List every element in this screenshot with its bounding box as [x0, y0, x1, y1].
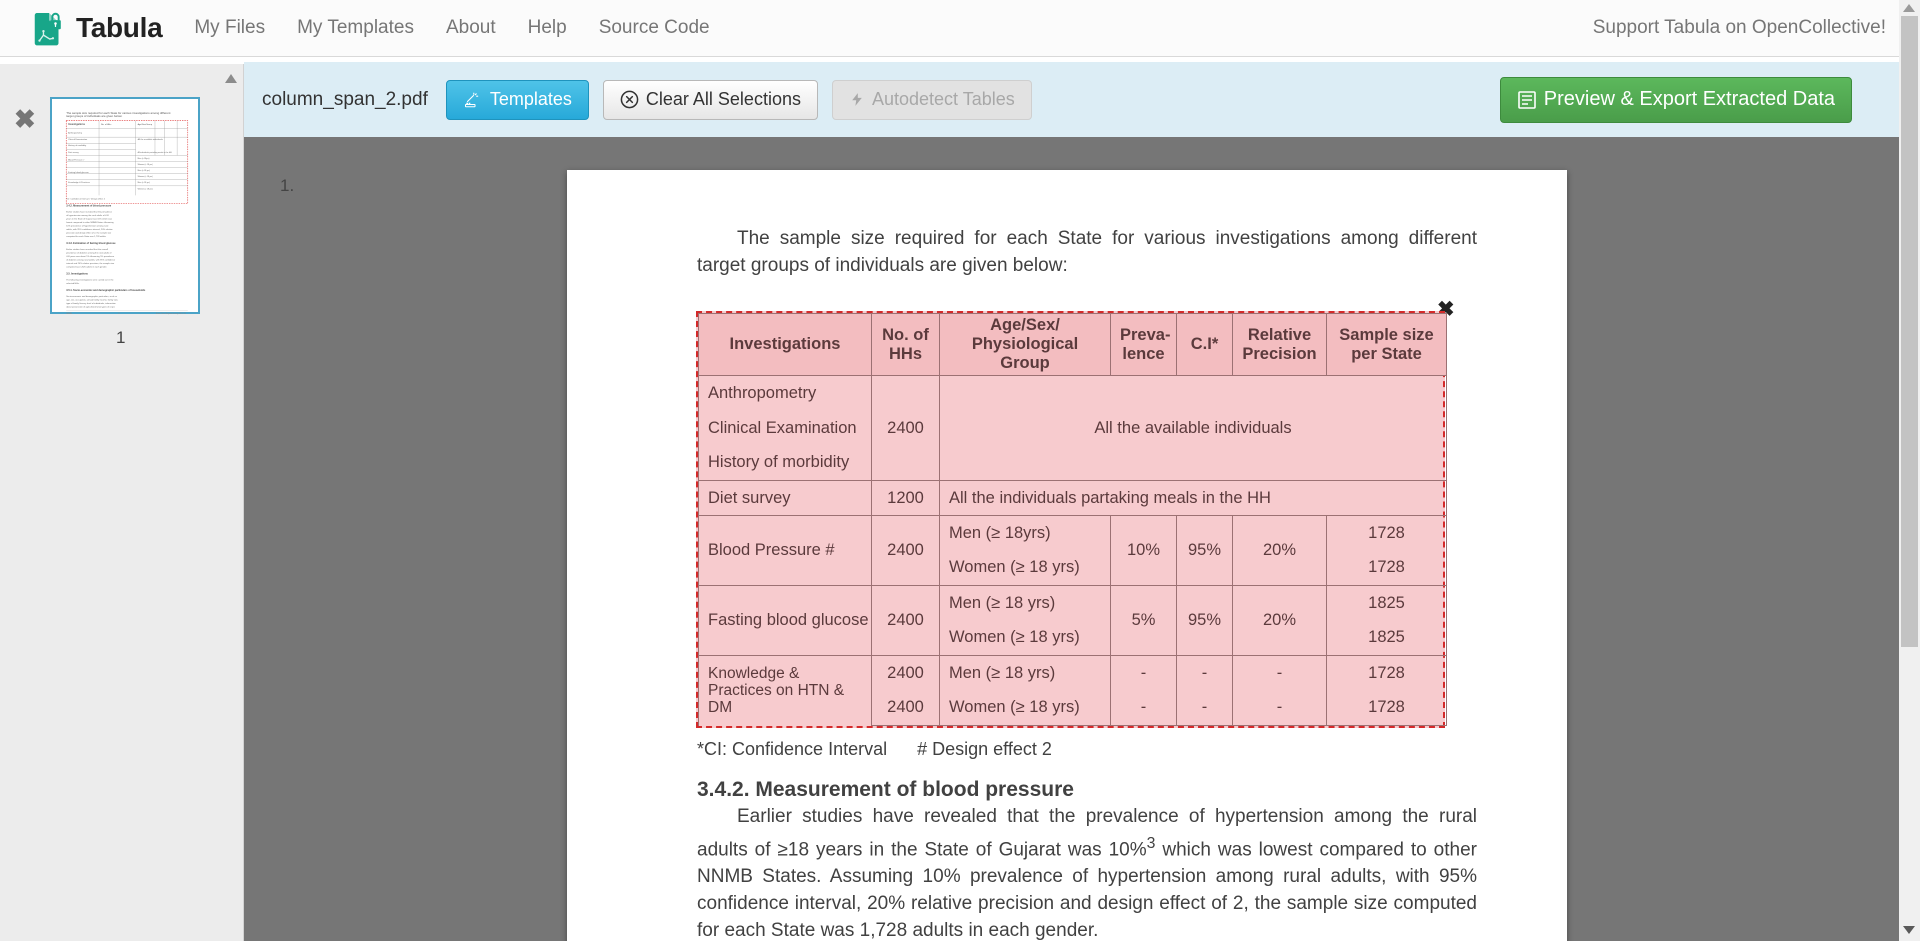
svg-text:Investigations: Investigations: [68, 123, 85, 126]
svg-text:Socio-economic and demographic: Socio-economic and demographic particula…: [66, 295, 117, 298]
svg-text:Men (≥ 18 yrs): Men (≥ 18 yrs): [138, 181, 151, 184]
svg-text:type of family, literacy level: type of family, literacy level of indivi…: [66, 302, 116, 305]
svg-text:All individuals partaking meal: All individuals partaking meals in the H…: [138, 151, 173, 154]
svg-text:of diabetes among rural adults: of diabetes among rural adults, with 95%…: [66, 258, 116, 261]
svg-text:Clinical Examination: Clinical Examination: [68, 138, 88, 141]
svg-text:Earlier studies have revealed: Earlier studies have revealed that the o…: [66, 248, 108, 251]
svg-text:Women (≥ 18 yrs): Women (≥ 18 yrs): [138, 175, 153, 178]
svg-text:The following investigations w: The following investigations were carrie…: [66, 278, 114, 281]
svg-text:≥18 years was about 5%. Assumi: ≥18 years was about 5%. Assuming 5% prev…: [66, 255, 115, 258]
svg-text:9: 9: [118, 313, 119, 315]
svg-text:Women (≥ 18 yrs): Women (≥ 18 yrs): [138, 187, 153, 190]
svg-text:Women (≥ 18 yrs): Women (≥ 18 yrs): [138, 163, 153, 166]
svg-text:10% prevalence of hypertension: 10% prevalence of hypertension among rur…: [66, 225, 109, 228]
svg-text:target groups of individuals a: target groups of individuals are given b…: [66, 114, 122, 118]
svg-text:age, sex, occupation, annual f: age, sex, occupation, annual family inco…: [66, 298, 118, 301]
svg-text:3.5. Investigations: 3.5. Investigations: [66, 272, 88, 275]
svg-text:years in the State of Gujarat: years in the State of Gujarat was 10% wh…: [66, 218, 112, 221]
svg-text:lowest compared to other NNMB: lowest compared to other NNMB States. As…: [66, 221, 114, 224]
svg-text:3.4.2. Measurement of blood pr: 3.4.2. Measurement of blood pressure: [66, 205, 111, 208]
svg-text:All the available individuals: All the available individuals: [138, 138, 163, 141]
svg-text:adults, with 95% confidence in: adults, with 95% confidence interval, 20…: [66, 228, 113, 231]
svg-text:NNMB: NNMB: [66, 313, 72, 315]
svg-text:Diet survey: Diet survey: [68, 151, 79, 154]
svg-text:prevalence of diabetes among t: prevalence of diabetes among the rural a…: [66, 252, 112, 255]
svg-text:Age/Sex/Group: Age/Sex/Group: [138, 123, 153, 126]
svg-text:No. of HHs: No. of HHs: [101, 124, 111, 126]
svg-text:History of morbidity: History of morbidity: [68, 144, 87, 147]
svg-text:Knowledge & Practices: Knowledge & Practices: [68, 181, 90, 184]
svg-text:Fasting blood glucose: Fasting blood glucose: [68, 171, 89, 174]
svg-text:*CI: Confidence Interval #: *CI: Confidence Interval # Design effect…: [66, 198, 105, 201]
svg-text:selected HHs.: selected HHs.: [66, 282, 80, 285]
svg-text:Blood Pressure #: Blood Pressure #: [68, 160, 85, 162]
svg-text:computed was 1,825 adults in e: computed was 1,825 adults in each gender…: [66, 265, 107, 268]
svg-text:Men (≥ 18yrs): Men (≥ 18yrs): [138, 157, 150, 160]
svg-text:interval and 20% relative prec: interval and 20% relative precision, the…: [66, 262, 115, 265]
svg-text:precision and design effect of: precision and design effect of 2, the sa…: [66, 232, 112, 235]
svg-text:of hypertension among the rura: of hypertension among the rural adults o…: [66, 214, 109, 217]
svg-text:Rural Third Repeat Survey 2011: Rural Third Repeat Survey 2011-12: [156, 312, 186, 315]
svg-text:3.4.3. Estimation of fasting b: 3.4.3. Estimation of fasting blood gluco…: [66, 242, 116, 245]
svg-text:3.5.1. Socio-economic and demo: 3.5.1. Socio-economic and demographic pa…: [66, 289, 146, 292]
svg-text:about possession of agricultur: about possession of agricultural land, t…: [66, 305, 115, 308]
svg-text:Anthropometry: Anthropometry: [68, 132, 83, 135]
svg-text:Men (≥ 18 yrs): Men (≥ 18 yrs): [138, 169, 151, 172]
svg-text:computed for each State was 1,: computed for each State was 1,728 adults…: [66, 235, 106, 238]
svg-text:Earlier studies have revealed: Earlier studies have revealed that the p…: [66, 211, 113, 214]
